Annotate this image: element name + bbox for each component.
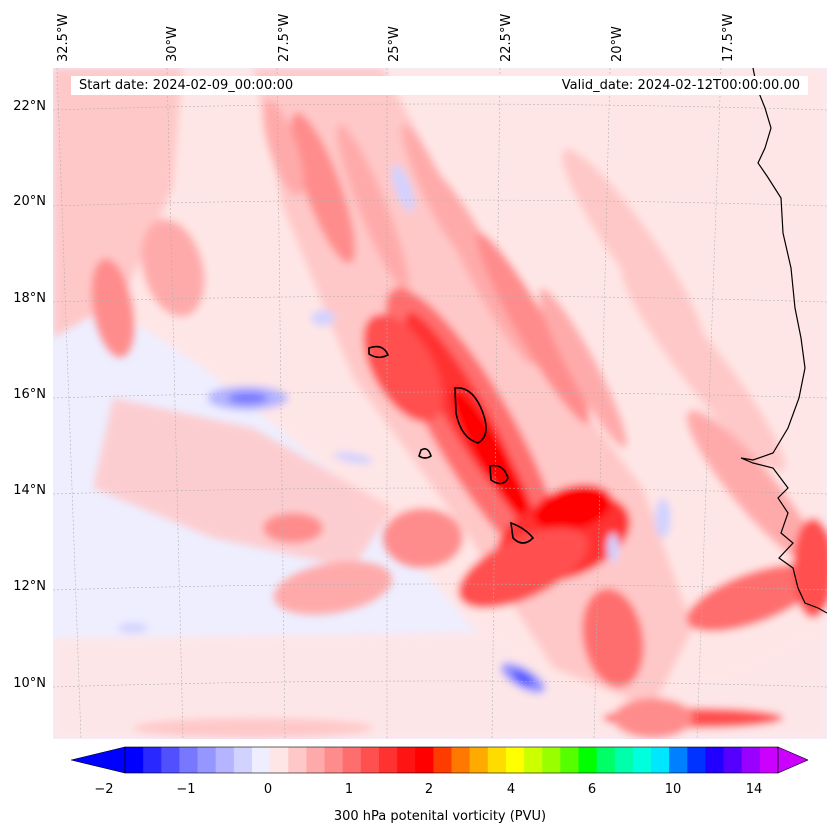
valid-date-text: Valid_date: 2024-02-12T00:00:00.00 — [561, 78, 800, 93]
colorbar-swatch — [578, 747, 598, 773]
colorbar-tick-label: 0 — [263, 782, 273, 797]
colorbar-tick-label: −1 — [176, 782, 196, 797]
colorbar-swatch — [433, 747, 452, 773]
colorbar-swatch — [705, 747, 725, 773]
lon-label: 27.5°W — [277, 13, 292, 62]
colorbar-swatch — [542, 747, 561, 773]
colorbar-swatch — [288, 747, 307, 773]
colorbar — [71, 746, 808, 774]
colorbar-swatch — [251, 747, 271, 773]
colorbar-swatch — [632, 747, 652, 773]
colorbar-extend-low — [71, 746, 126, 774]
lon-label: 32.5°W — [56, 13, 71, 62]
colorbar-swatch — [505, 747, 525, 773]
colorbar-swatch — [524, 747, 543, 773]
colorbar-swatch — [306, 747, 326, 773]
start-date-text: Start date: 2024-02-09_00:00:00 — [79, 78, 294, 93]
colorbar-tick-label: 10 — [664, 782, 682, 797]
lat-label: 16°N — [13, 387, 46, 402]
colorbar-swatch — [397, 747, 416, 773]
colorbar-swatch — [378, 747, 398, 773]
colorbar-swatch — [270, 747, 289, 773]
colorbar-tick-label: 1 — [344, 782, 354, 797]
colorbar-tick-label: −2 — [94, 782, 114, 797]
colorbar-swatch — [596, 747, 616, 773]
colorbar-label: 300 hPa potenital vorticity (PVU) — [333, 809, 547, 824]
colorbar-swatch — [161, 747, 180, 773]
lat-label: 22°N — [13, 99, 46, 114]
colorbar-swatch — [651, 747, 670, 773]
coastline — [740, 68, 827, 614]
date-info-box — [71, 76, 808, 95]
colorbar-swatch — [342, 747, 362, 773]
colorbar-swatch — [179, 747, 199, 773]
colorbar-swatch — [143, 747, 162, 773]
pv-field — [53, 68, 827, 739]
colorbar-swatch — [451, 747, 471, 773]
lon-label: 17.5°W — [721, 13, 736, 62]
colorbar-swatch — [687, 747, 706, 773]
colorbar-swatch — [759, 747, 779, 773]
colorbar-swatch — [560, 747, 579, 773]
colorbar-swatch — [614, 747, 634, 773]
colorbar-swatch — [669, 747, 688, 773]
colorbar-swatch — [125, 747, 144, 773]
colorbar-tick-label: 14 — [745, 782, 763, 797]
colorbar-extend-high — [777, 746, 808, 774]
lat-label: 20°N — [13, 194, 46, 209]
colorbar-frame — [124, 746, 779, 774]
colorbar-swatch — [487, 747, 507, 773]
colorbar-swatch — [324, 747, 344, 773]
lat-label: 14°N — [13, 483, 46, 498]
colorbar-swatch — [360, 747, 380, 773]
colorbar-swatch — [469, 747, 489, 773]
potential-vorticity-map — [53, 68, 827, 739]
map-panel — [53, 68, 827, 739]
colorbar-swatch — [723, 747, 743, 773]
colorbar-tick-label: 6 — [587, 782, 597, 797]
colorbar-swatch — [197, 747, 217, 773]
colorbar-swatch — [415, 747, 434, 773]
lat-label: 18°N — [13, 291, 46, 306]
lon-label: 30°W — [165, 26, 180, 62]
lat-label: 10°N — [13, 676, 46, 691]
colorbar-tick-label: 4 — [506, 782, 516, 797]
colorbar-swatch — [741, 747, 761, 773]
lon-label: 22.5°W — [499, 13, 514, 62]
lat-label: 12°N — [13, 579, 46, 594]
colorbar-swatch — [233, 747, 253, 773]
pv-contours — [368, 345, 535, 544]
lon-label: 25°W — [387, 26, 402, 62]
colorbar-tick-label: 2 — [424, 782, 434, 797]
lon-label: 20°W — [610, 26, 625, 62]
colorbar-swatch — [215, 747, 235, 773]
